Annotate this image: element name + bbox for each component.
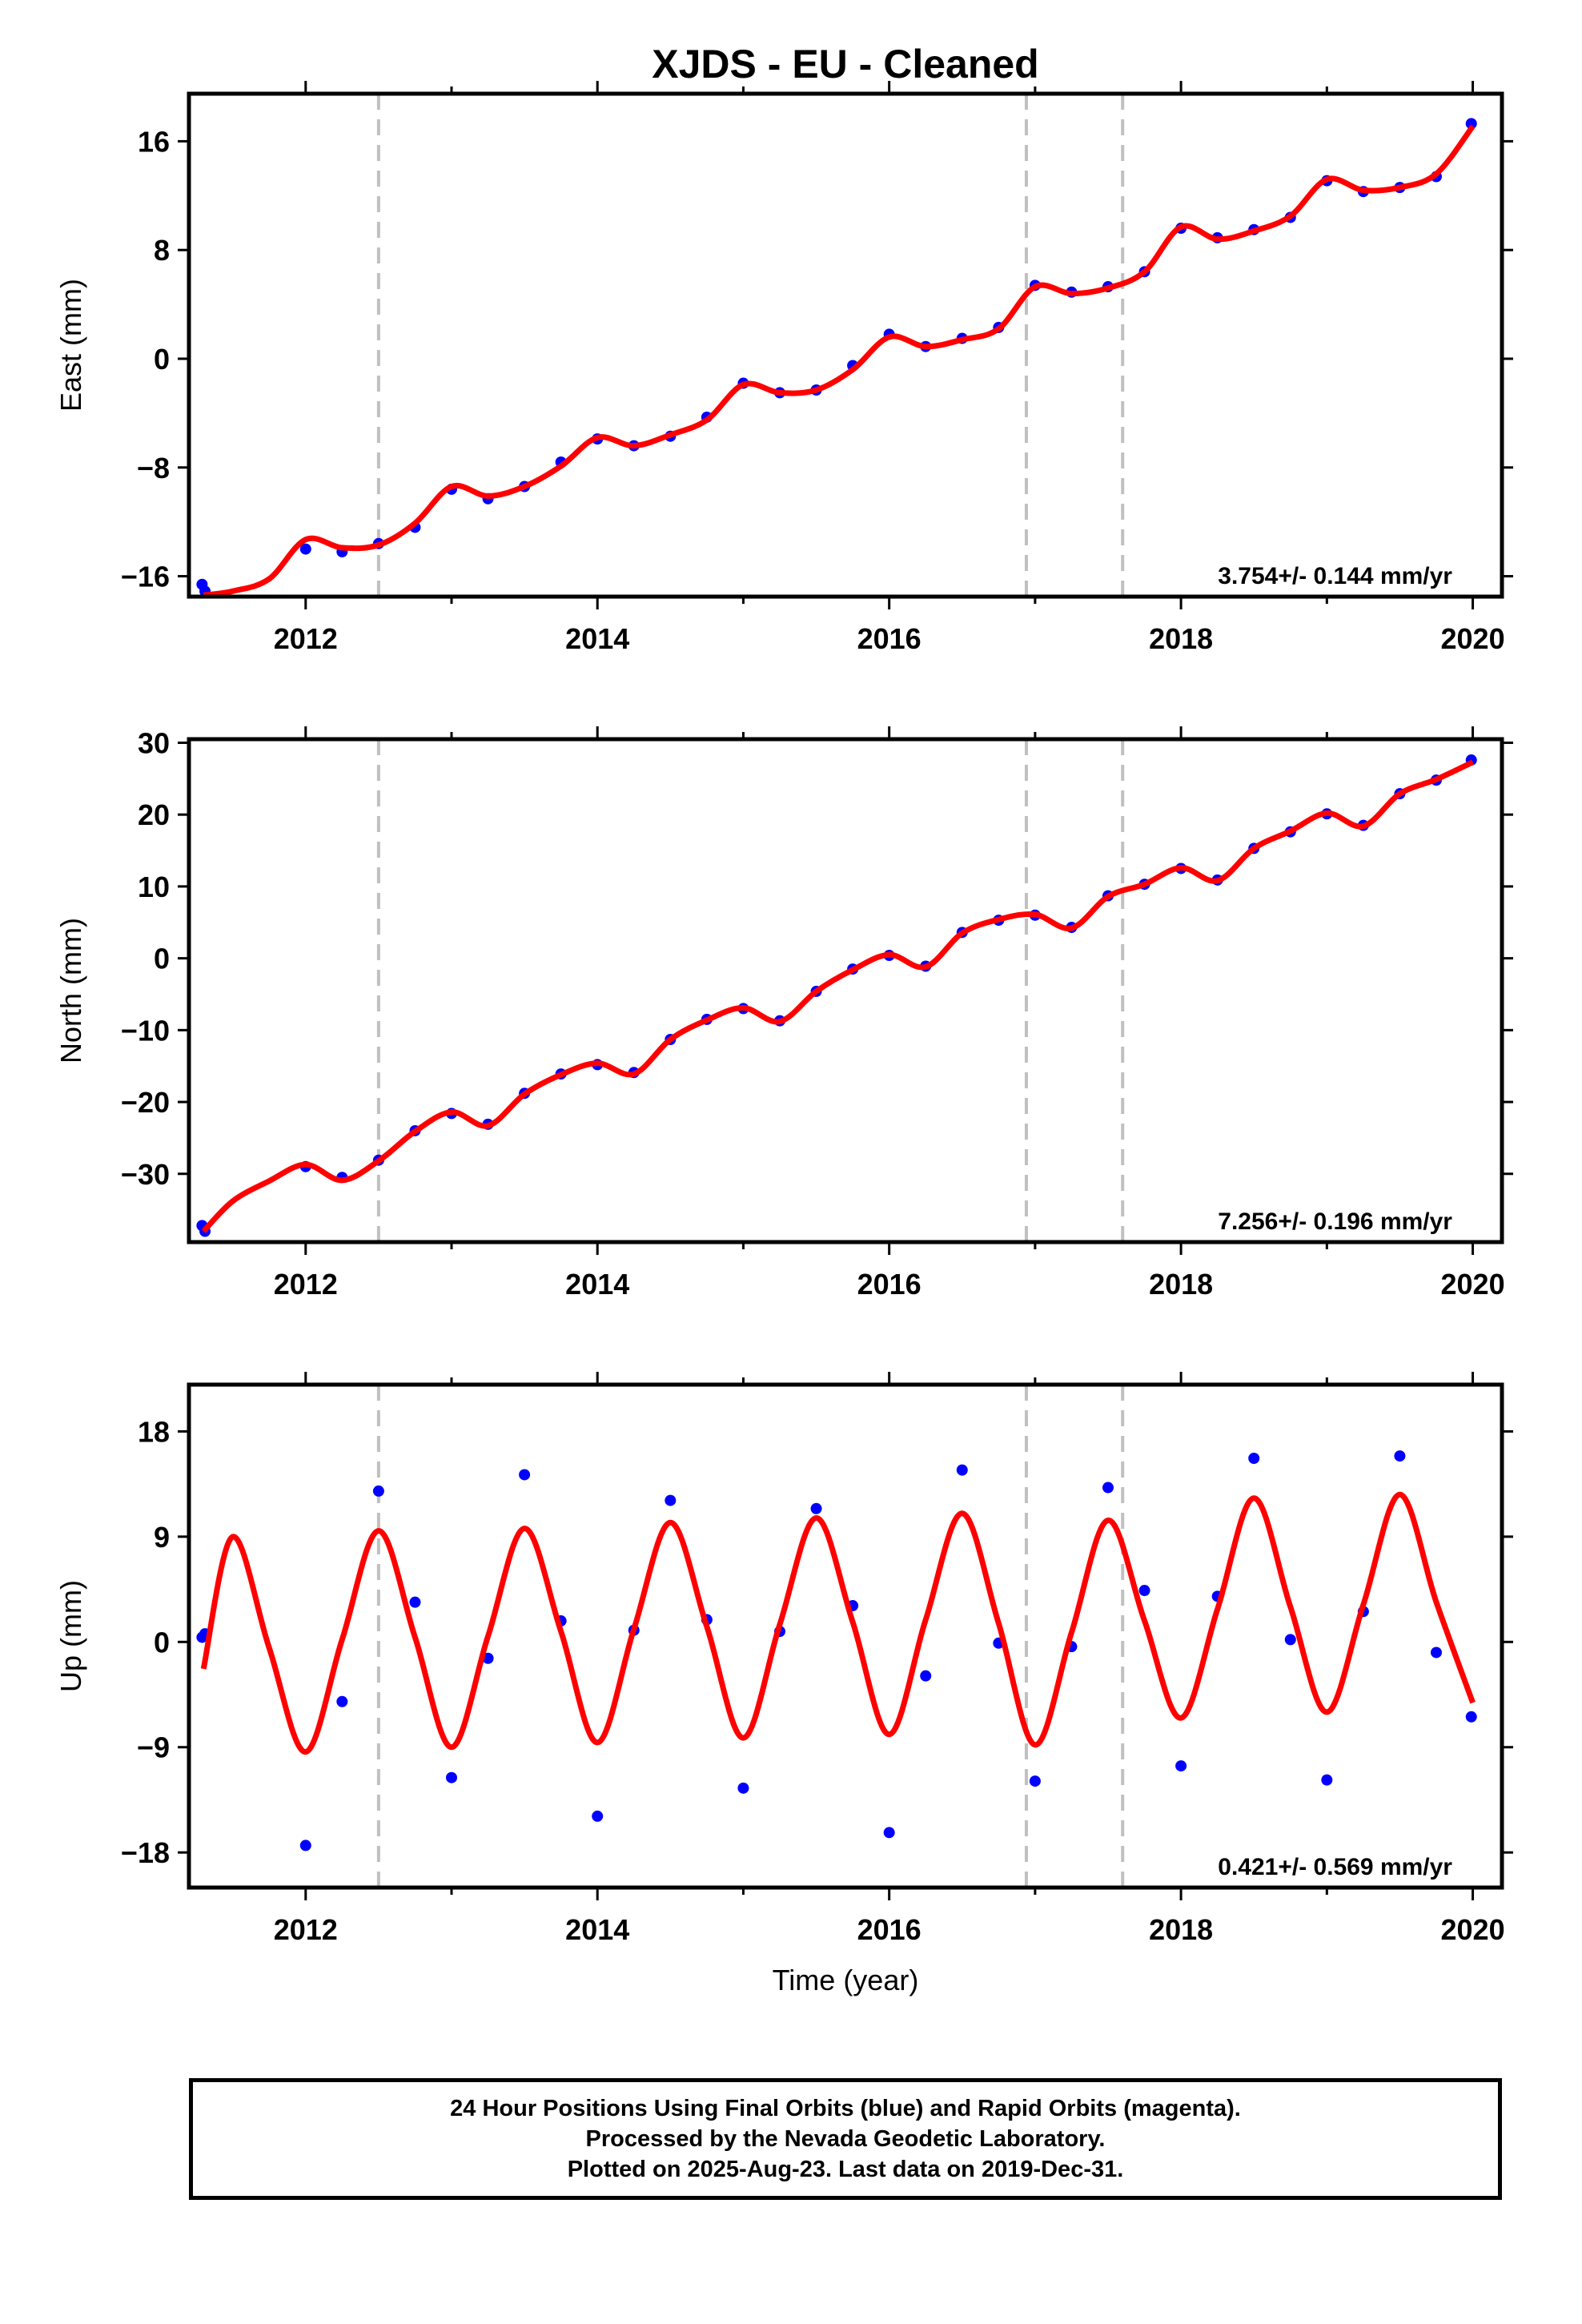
- x-tick-label: 2018: [1149, 1268, 1213, 1301]
- x-tick-label: 2016: [857, 622, 921, 655]
- y-tick-label: 30: [138, 726, 170, 759]
- x-axis-label: Time (year): [773, 1964, 919, 1996]
- data-point: [1394, 1450, 1406, 1462]
- data-point: [1029, 1775, 1041, 1787]
- data-point: [1465, 118, 1477, 130]
- chart-title: XJDS - EU - Cleaned: [652, 42, 1038, 86]
- data-point: [1321, 1774, 1333, 1786]
- x-tick-label: 2018: [1149, 622, 1213, 655]
- data-point: [737, 1782, 749, 1794]
- y-tick-label: −9: [137, 1731, 170, 1764]
- y-tick-label: −20: [121, 1086, 170, 1119]
- data-point: [1465, 1711, 1477, 1723]
- velocity-label: 3.754+/- 0.144 mm/yr: [1218, 563, 1452, 589]
- y-tick-label: 18: [138, 1415, 170, 1448]
- data-point: [1138, 1585, 1150, 1597]
- data-point: [1102, 1482, 1114, 1494]
- x-tick-label: 2018: [1149, 1913, 1213, 1946]
- data-point: [1248, 1453, 1260, 1465]
- y-tick-label: 9: [154, 1521, 170, 1554]
- velocity-label: 0.421+/- 0.569 mm/yr: [1218, 1854, 1452, 1880]
- x-tick-label: 2014: [565, 622, 629, 655]
- data-point: [956, 1464, 968, 1476]
- y-tick-label: 0: [154, 343, 170, 376]
- footer-line-1: 24 Hour Positions Using Final Orbits (bl…: [450, 2096, 1241, 2121]
- data-point: [665, 1494, 677, 1506]
- fit-curve: [200, 1491, 1476, 1755]
- panel-1: XJDS - EU - Cleaned −16 −8 0 8 16 2012 2014 2016…: [54, 42, 1513, 655]
- data-point: [810, 1502, 822, 1514]
- y-tick-label: −8: [137, 452, 170, 485]
- data-point: [883, 1827, 895, 1839]
- x-tick-label: 2020: [1441, 1913, 1505, 1946]
- data-point: [446, 1771, 457, 1783]
- y-tick-label: −10: [121, 1014, 170, 1047]
- panel-2: −30 −20 −10 0 10 20 30 2012 2014 2016 2018 2020 Nort…: [54, 726, 1513, 1301]
- fit-curve: [201, 759, 1475, 1233]
- x-tick-label: 2012: [274, 1268, 338, 1301]
- x-tick-label: 2012: [274, 1913, 338, 1946]
- y-tick-label: −18: [121, 1836, 170, 1869]
- fit-curve: [203, 124, 1476, 598]
- data-point: [1284, 1634, 1296, 1646]
- data-point: [920, 1670, 932, 1682]
- data-point: [1431, 1647, 1442, 1659]
- y-tick-label: −30: [121, 1158, 170, 1191]
- y-tick-label: 20: [138, 798, 170, 831]
- x-tick-label: 2016: [857, 1913, 921, 1946]
- y-axis-label: Up (mm): [54, 1580, 87, 1692]
- data-point: [372, 1485, 384, 1497]
- x-tick-label: 2012: [274, 622, 338, 655]
- y-tick-label: 10: [138, 870, 170, 903]
- plot-frame: [187, 91, 1504, 599]
- footer-line-2: Processed by the Nevada Geodetic Laborat…: [585, 2126, 1106, 2152]
- data-point: [299, 1839, 311, 1852]
- x-tick-label: 2014: [565, 1268, 629, 1301]
- y-tick-label: −16: [121, 561, 170, 593]
- y-tick-label: 0: [154, 1626, 170, 1659]
- x-tick-label: 2014: [565, 1913, 629, 1946]
- footer-line-3: Plotted on 2025-Aug-23. Last data on 201…: [567, 2157, 1124, 2182]
- footer-box: 24 Hour Positions Using Final Orbits (bl…: [189, 2078, 1502, 2200]
- y-tick-label: 16: [138, 125, 170, 158]
- data-point: [299, 543, 311, 555]
- data-point: [336, 1695, 348, 1707]
- plot-frame: [187, 737, 1504, 1244]
- data-point: [1175, 1760, 1187, 1772]
- data-point: [519, 1469, 531, 1481]
- y-tick-label: 0: [154, 943, 170, 975]
- x-tick-label: 2016: [857, 1268, 921, 1301]
- velocity-label: 7.256+/- 0.196 mm/yr: [1218, 1208, 1452, 1235]
- x-tick-label: 2020: [1441, 1268, 1505, 1301]
- y-axis-label: East (mm): [54, 279, 87, 412]
- plot-frame: [187, 1382, 1504, 1890]
- panel-3: −18 −9 0 9 18 2012 2014 2016 2018 2020 Up (mm) Time…: [54, 1372, 1513, 1996]
- y-tick-label: 8: [154, 234, 170, 267]
- x-tick-label: 2020: [1441, 622, 1505, 655]
- data-point: [592, 1810, 604, 1822]
- data-point: [409, 1596, 421, 1608]
- y-axis-label: North (mm): [54, 918, 87, 1063]
